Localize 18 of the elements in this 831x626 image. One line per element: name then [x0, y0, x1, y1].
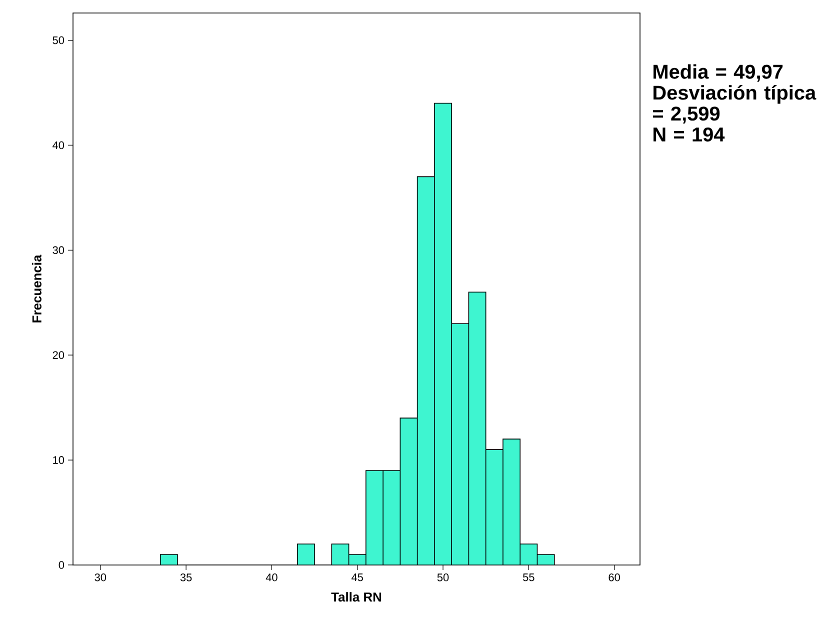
x-tick-label: 30 — [94, 574, 106, 582]
y-tick-label: 20 — [52, 351, 64, 359]
x-axis-title: Talla RN — [331, 592, 382, 602]
y-tick-label: 40 — [52, 141, 64, 150]
y-tick-label: 0 — [58, 561, 64, 569]
x-tick-label: 50 — [437, 574, 449, 582]
x-tick-label: 35 — [180, 574, 192, 582]
text: N = 194 — [654, 127, 725, 142]
text: Media = 49,97 — [654, 64, 783, 82]
x-tick-label: 45 — [352, 574, 363, 582]
y-axis-title: Frecuencia — [32, 254, 42, 322]
text: Desviación típica = 2,599 — [653, 84, 816, 124]
x-tick-label: 60 — [608, 574, 620, 582]
y-tick-label: 10 — [53, 456, 64, 464]
x-tick-label: 40 — [266, 574, 278, 582]
y-tick-label: 50 — [52, 36, 64, 44]
x-tick-label: 55 — [523, 574, 534, 582]
y-tick-label: 30 — [52, 246, 64, 254]
